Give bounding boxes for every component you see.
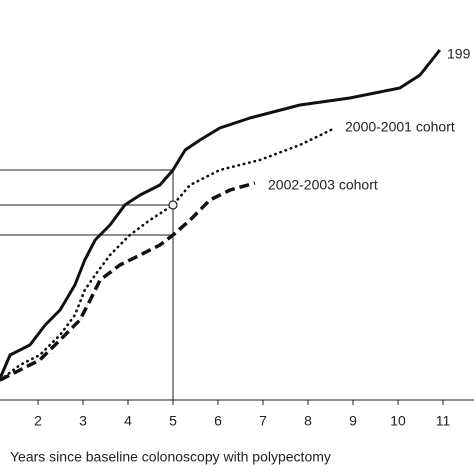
x-tick-label: 8 [304, 413, 312, 429]
marker [168, 200, 178, 210]
x-tick-label: 9 [349, 413, 357, 429]
x-tick-label: 11 [436, 413, 451, 429]
x-tick-label: 10 [390, 413, 406, 429]
series-label: 2000-2001 cohort [345, 119, 455, 135]
series-label: 199 [447, 46, 471, 62]
line-series [0, 126, 337, 382]
x-tick-label: 4 [124, 413, 132, 429]
x-tick-label: 5 [169, 413, 177, 429]
x-tick-label: 7 [259, 413, 267, 429]
x-tick-label: 2 [34, 413, 42, 429]
x-tick-label: 3 [79, 413, 87, 429]
series-label: 2002-2003 cohort [268, 177, 378, 193]
x-tick-label: 6 [214, 413, 222, 429]
x-axis-label: Years since baseline colonoscopy with po… [10, 449, 331, 465]
line-series [0, 181, 256, 382]
line-series [0, 49, 442, 379]
